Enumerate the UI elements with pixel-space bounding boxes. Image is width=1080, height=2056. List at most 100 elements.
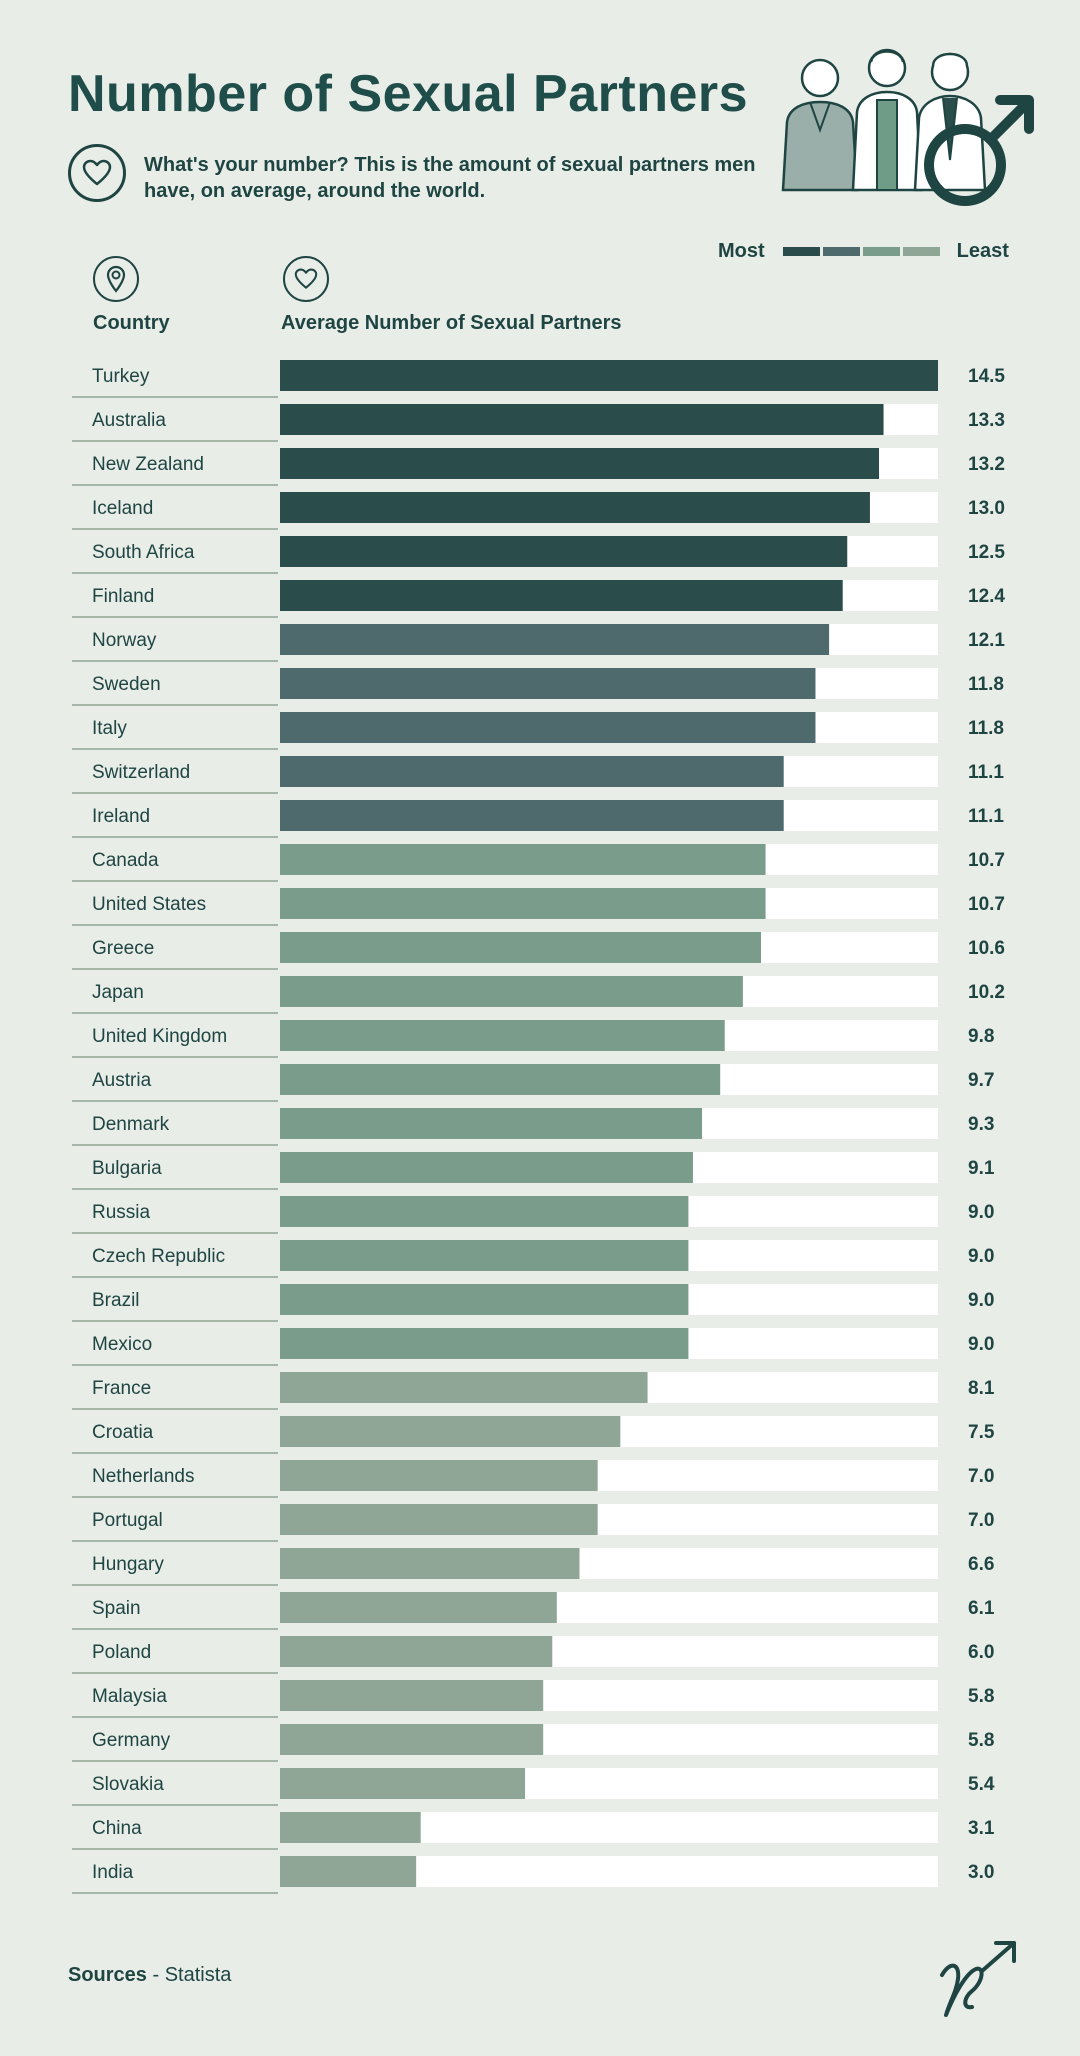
- country-label-india: India: [92, 1862, 134, 1883]
- value-label-mexico: 9.0: [968, 1334, 994, 1355]
- legend: Most Least: [718, 236, 1009, 266]
- bar-spain: [280, 1592, 557, 1623]
- bar-portugal: [280, 1504, 598, 1535]
- legend-swatches: [782, 246, 943, 256]
- country-label-hungary: Hungary: [92, 1554, 164, 1575]
- bar-south-africa: [280, 536, 848, 567]
- value-label-canada: 10.7: [968, 850, 1005, 871]
- location-pin-icon: [93, 256, 139, 302]
- sources-text: - Statista: [146, 1964, 232, 1986]
- value-label-malaysia: 5.8: [968, 1686, 994, 1707]
- value-label-iceland: 13.0: [968, 498, 1005, 519]
- country-label-norway: Norway: [92, 630, 157, 651]
- value-label-greece: 10.6: [968, 938, 1005, 959]
- bar-ireland: [280, 800, 784, 831]
- bar-netherlands: [280, 1460, 598, 1491]
- country-label-denmark: Denmark: [92, 1114, 170, 1135]
- bar-chart: Turkey 14.5 Australia 13.3 New Zealand 13.2 Ic…: [72, 360, 1005, 1894]
- country-label-mexico: Mexico: [92, 1334, 152, 1355]
- country-column-header: Country: [93, 312, 170, 334]
- value-label-turkey: 14.5: [968, 366, 1005, 387]
- country-label-bulgaria: Bulgaria: [92, 1158, 162, 1179]
- country-label-poland: Poland: [92, 1642, 151, 1663]
- heart-icon: [68, 144, 126, 202]
- value-label-switzerland: 11.1: [968, 762, 1004, 783]
- bar-germany: [280, 1724, 544, 1755]
- value-label-italy: 11.8: [968, 718, 1004, 739]
- legend-most-label: Most: [718, 239, 765, 262]
- bar-france: [280, 1372, 648, 1403]
- country-label-italy: Italy: [92, 718, 127, 739]
- value-label-australia: 13.3: [968, 410, 1005, 431]
- country-label-ireland: Ireland: [92, 806, 150, 827]
- bar-poland: [280, 1636, 553, 1667]
- value-label-new-zealand: 13.2: [968, 454, 1005, 475]
- value-label-china: 3.1: [968, 1818, 995, 1839]
- bar-canada: [280, 844, 766, 875]
- country-label-netherlands: Netherlands: [92, 1466, 194, 1487]
- legend-swatch-4: [902, 246, 940, 256]
- country-label-slovakia: Slovakia: [92, 1774, 164, 1795]
- bar-switzerland: [280, 756, 784, 787]
- bar-sweden: [280, 668, 816, 699]
- bar-greece: [280, 932, 762, 963]
- male-symbol-logo-icon: [940, 1941, 1016, 2017]
- country-label-turkey: Turkey: [92, 366, 150, 387]
- value-label-hungary: 6.6: [968, 1554, 994, 1575]
- bar-china: [280, 1812, 421, 1843]
- legend-swatch-2: [822, 246, 860, 256]
- bar-finland: [280, 580, 843, 611]
- country-label-japan: Japan: [92, 982, 144, 1003]
- value-label-ireland: 11.1: [968, 806, 1004, 827]
- country-label-finland: Finland: [92, 586, 154, 607]
- country-label-iceland: Iceland: [92, 498, 153, 519]
- country-label-portugal: Portugal: [92, 1510, 163, 1531]
- bar-united-kingdom: [280, 1020, 725, 1051]
- country-label-sweden: Sweden: [92, 674, 161, 695]
- value-label-united-kingdom: 9.8: [968, 1026, 994, 1047]
- country-label-germany: Germany: [92, 1730, 171, 1751]
- bar-turkey: [280, 360, 938, 391]
- country-label-austria: Austria: [92, 1070, 152, 1091]
- value-label-croatia: 7.5: [968, 1422, 995, 1443]
- bar-czech-republic: [280, 1240, 689, 1271]
- value-label-austria: 9.7: [968, 1070, 994, 1091]
- country-label-france: France: [92, 1378, 151, 1399]
- bar-iceland: [280, 492, 870, 523]
- value-label-united-states: 10.7: [968, 894, 1005, 915]
- country-label-switzerland: Switzerland: [92, 762, 190, 783]
- value-label-finland: 12.4: [968, 586, 1005, 607]
- bar-brazil: [280, 1284, 689, 1315]
- bar-malaysia: [280, 1680, 544, 1711]
- value-label-netherlands: 7.0: [968, 1466, 994, 1487]
- bar-india: [280, 1856, 417, 1887]
- country-label-russia: Russia: [92, 1202, 151, 1223]
- value-label-india: 3.0: [968, 1862, 994, 1883]
- heart-icon: [283, 256, 329, 302]
- bar-hungary: [280, 1548, 580, 1579]
- country-label-spain: Spain: [92, 1598, 141, 1619]
- country-label-united-kingdom: United Kingdom: [92, 1026, 227, 1047]
- bar-japan: [280, 976, 743, 1007]
- value-label-bulgaria: 9.1: [968, 1158, 995, 1179]
- country-label-brazil: Brazil: [92, 1290, 140, 1311]
- bar-slovakia: [280, 1768, 526, 1799]
- legend-swatch-3: [862, 246, 900, 256]
- bar-norway: [280, 624, 830, 655]
- value-label-russia: 9.0: [968, 1202, 994, 1223]
- value-label-poland: 6.0: [968, 1642, 994, 1663]
- country-label-czech-republic: Czech Republic: [92, 1246, 225, 1267]
- value-label-norway: 12.1: [968, 630, 1005, 651]
- value-label-france: 8.1: [968, 1378, 995, 1399]
- bar-denmark: [280, 1108, 703, 1139]
- country-label-south-africa: South Africa: [92, 542, 195, 563]
- bar-new-zealand: [280, 448, 880, 479]
- bar-mexico: [280, 1328, 689, 1359]
- bar-italy: [280, 712, 816, 743]
- men-illustration-icon: [781, 48, 1034, 206]
- value-label-japan: 10.2: [968, 982, 1005, 1003]
- value-label-south-africa: 12.5: [968, 542, 1005, 563]
- country-label-china: China: [92, 1818, 142, 1839]
- value-column-header: Average Number of Sexual Partners: [281, 312, 622, 334]
- country-label-united-states: United States: [92, 894, 206, 915]
